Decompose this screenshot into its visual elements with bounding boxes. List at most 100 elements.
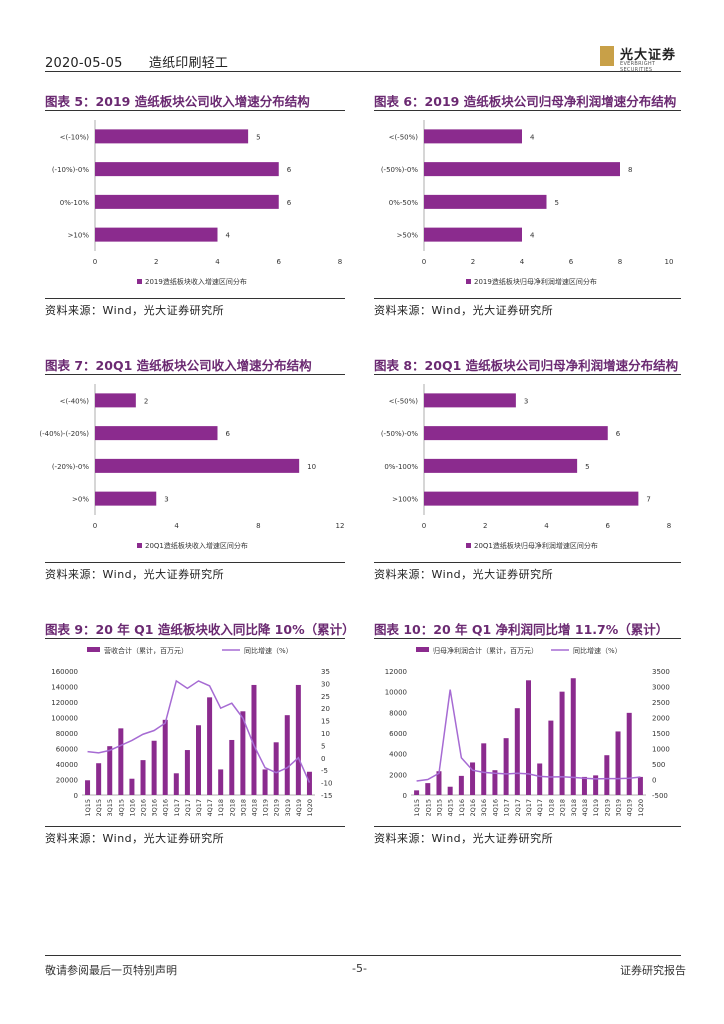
bar	[140, 760, 146, 795]
x-tick-label: 4	[544, 522, 549, 530]
category-label: 0%-50%	[389, 199, 419, 207]
data-label: 4	[530, 133, 535, 141]
bar	[306, 771, 312, 795]
bar	[424, 227, 522, 242]
bar	[548, 720, 554, 795]
x-tick-label: 3Q18	[570, 799, 578, 817]
category-label: (-10%)-0%	[52, 166, 90, 174]
data-label: 3	[524, 397, 528, 405]
legend-swatch	[137, 543, 142, 548]
figure-7-title: 图表 7：20Q1 造纸板块公司收入增速分布结构	[45, 358, 312, 373]
x-tick-label: 1Q16	[128, 799, 136, 817]
y-left-tick-label: 12000	[385, 668, 407, 676]
bar	[273, 742, 279, 795]
y-left-tick-label: 80000	[56, 730, 78, 738]
figure-10-rule	[374, 638, 681, 639]
y-right-tick-label: 25	[321, 693, 330, 701]
x-tick-label: 2Q19	[273, 799, 281, 817]
x-tick-label: 0	[422, 258, 426, 266]
x-tick-label: 8	[256, 522, 260, 530]
x-tick-label: 4Q15	[117, 799, 125, 817]
y-left-tick-label: 10000	[385, 689, 407, 697]
data-label: 4	[530, 232, 535, 240]
figure-9-rule	[45, 638, 345, 639]
y-left-tick-label: 0	[74, 792, 78, 800]
x-tick-label: 4	[174, 522, 179, 530]
y-right-tick-label: -15	[321, 792, 332, 800]
y-right-tick-label: 2000	[652, 715, 670, 723]
figure-8-rule	[374, 374, 681, 375]
y-left-tick-label: 20000	[56, 777, 78, 785]
x-tick-label: 3Q16	[480, 799, 488, 817]
bar	[604, 755, 610, 795]
figure-6-title: 图表 6：2019 造纸板块公司归母净利润增速分布结构	[374, 94, 677, 109]
figure-10-source: 资料来源：Wind，光大证券研究所	[374, 832, 554, 845]
x-tick-label: 2Q16	[140, 799, 148, 817]
x-tick-label: 1Q15	[84, 799, 92, 817]
bar	[537, 763, 543, 795]
bar	[425, 783, 431, 795]
bar	[229, 739, 235, 795]
bar	[615, 731, 621, 795]
y-left-tick-label: 6000	[389, 730, 407, 738]
footer-rule	[45, 955, 681, 956]
figure-8-source-rule	[374, 562, 681, 563]
legend-bar-swatch	[416, 647, 429, 652]
x-tick-label: 12	[336, 522, 345, 530]
x-tick-label: 4Q16	[162, 799, 170, 817]
x-tick-label: 4Q15	[447, 799, 455, 817]
x-tick-label: 1Q20	[306, 799, 314, 817]
x-tick-label: 1Q18	[217, 799, 225, 817]
bar	[95, 458, 300, 473]
data-label: 8	[628, 166, 632, 174]
legend-line-label: 同比增速（%）	[244, 646, 293, 655]
x-tick-label: 2Q18	[559, 799, 567, 817]
y-right-tick-label: 3000	[652, 684, 670, 692]
bar	[570, 678, 576, 795]
x-tick-label: 1Q17	[173, 799, 181, 817]
y-right-tick-label: 35	[321, 668, 330, 676]
growth-line	[416, 689, 641, 782]
bar	[284, 715, 290, 795]
bar	[447, 786, 453, 795]
x-tick-label: 3Q19	[615, 799, 623, 817]
x-tick-label: 4Q16	[491, 799, 499, 817]
x-tick-label: 6	[277, 258, 282, 266]
x-tick-label: 8	[618, 258, 622, 266]
bar	[436, 771, 442, 795]
bar	[593, 775, 599, 795]
data-label: 3	[164, 496, 168, 504]
report-date: 2020-05-05	[45, 56, 123, 71]
figure-8-title: 图表 8：20Q1 造纸板块公司归母净利润增速分布结构	[374, 358, 679, 373]
bar	[218, 769, 224, 795]
category-label: (-20%)-0%	[52, 463, 90, 471]
bar	[424, 194, 547, 209]
x-tick-label: 1Q16	[458, 799, 466, 817]
bar	[162, 719, 168, 795]
legend-bar-label: 归母净利润合计（累计，百万元）	[433, 646, 538, 655]
bar	[173, 773, 179, 795]
x-tick-label: 8	[667, 522, 671, 530]
figure-7-rule	[45, 374, 345, 375]
x-tick-label: 4Q17	[206, 799, 214, 817]
sector-name: 造纸印刷轻工	[148, 56, 229, 71]
bar	[626, 712, 632, 795]
bar	[458, 775, 464, 795]
bar	[95, 194, 279, 209]
bar	[637, 776, 643, 795]
x-tick-label: 2	[471, 258, 475, 266]
figure-10-title: 图表 10：20 年 Q1 净利润同比增 11.7%（累计）	[374, 622, 669, 637]
legend-bar-swatch	[87, 647, 100, 652]
category-label: 0%-10%	[60, 199, 90, 207]
bar	[96, 763, 102, 795]
x-tick-label: 3Q18	[239, 799, 247, 817]
x-tick-label: 1Q17	[503, 799, 511, 817]
data-label: 5	[585, 463, 589, 471]
figure-5-chart: <(-10%) 5 (-10%)-0% 6 0%-10% 6 >10% 4 0 2 4 6 8 2019造…	[52, 120, 342, 286]
y-left-tick-label: 40000	[56, 761, 78, 769]
y-left-tick-label: 8000	[389, 709, 407, 717]
bar	[85, 780, 91, 795]
x-tick-label: 2Q17	[514, 799, 522, 817]
figure-9-source-rule	[45, 826, 345, 827]
y-left-tick-label: 140000	[51, 684, 78, 692]
